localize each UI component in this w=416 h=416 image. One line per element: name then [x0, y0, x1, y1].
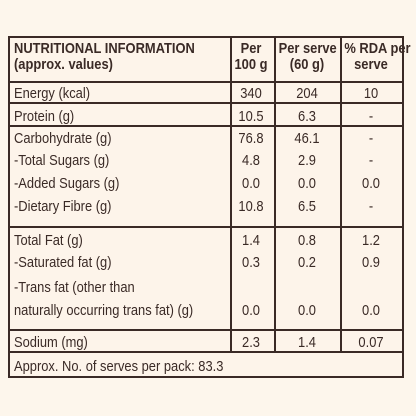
row-label: Sodium (mg): [14, 334, 88, 351]
row-label: Protein (g): [14, 108, 75, 125]
row-rda-value: -: [368, 152, 374, 169]
row-label: Total Fat (g): [14, 232, 83, 249]
rule-col-1: [230, 38, 232, 351]
row-rda-value: 0.0: [362, 302, 380, 319]
row-label: -Trans fat (other than: [14, 279, 135, 296]
serves-per-pack: Approx. No. of serves per pack: 83.3: [14, 358, 224, 375]
rule-energy: [10, 102, 402, 104]
row-per100-value: 0.3: [242, 254, 260, 271]
col-rda-line1: % RDA per: [344, 40, 411, 57]
row-perserve-value: 1.4: [298, 334, 316, 351]
rule-sodium: [10, 351, 402, 353]
row-perserve-value: 0.0: [298, 175, 316, 192]
rule-col-3: [340, 38, 342, 351]
row-perserve-value: 46.1: [294, 130, 320, 147]
row-perserve-value: 6.5: [298, 198, 316, 215]
row-perserve-value: 0.0: [298, 302, 316, 319]
col-perserve-line1: Per serve: [278, 40, 337, 57]
row-perserve-value: 204: [296, 85, 318, 102]
col-perserve-line2: (60 g): [289, 56, 325, 73]
row-rda-value: -: [368, 198, 374, 215]
row-rda-value: 1.2: [362, 232, 380, 249]
row-per100-value: 340: [240, 85, 262, 102]
row-rda-value: 10: [363, 85, 379, 102]
row-per100-value: 1.4: [242, 232, 260, 249]
row-per100-value: 10.8: [238, 198, 264, 215]
rule-header: [10, 81, 402, 83]
row-rda-value: 0.0: [362, 175, 380, 192]
row-per100-value: 10.5: [238, 108, 264, 125]
row-label: -Dietary Fibre (g): [14, 198, 112, 215]
row-label: Carbohydrate (g): [14, 130, 112, 147]
row-perserve-value: 6.3: [298, 108, 316, 125]
col-per100-line2: 100 g: [234, 56, 268, 73]
row-label: -Saturated fat (g): [14, 254, 112, 271]
col-per100-line1: Per: [240, 40, 262, 57]
rule-protein: [10, 125, 402, 127]
row-per100-value: 0.0: [242, 302, 260, 319]
row-perserve-value: 0.8: [298, 232, 316, 249]
rule-col-2: [274, 38, 276, 351]
row-perserve-value: 2.9: [298, 152, 316, 169]
row-rda-value: -: [368, 108, 374, 125]
row-rda-value: 0.9: [362, 254, 380, 271]
row-label: -Total Sugars (g): [14, 152, 110, 169]
row-per100-value: 0.0: [242, 175, 260, 192]
table-title: NUTRITIONAL INFORMATION: [14, 40, 195, 57]
rule-fat: [10, 329, 402, 331]
col-rda-line2: serve: [354, 56, 388, 73]
row-label: Energy (kcal): [14, 85, 90, 102]
row-per100-value: 76.8: [238, 130, 264, 147]
table-subtitle: (approx. values): [14, 56, 113, 73]
row-label: naturally occurring trans fat) (g): [14, 302, 194, 319]
row-label: -Added Sugars (g): [14, 175, 120, 192]
row-per100-value: 2.3: [242, 334, 260, 351]
rule-carbohydrate: [10, 226, 402, 228]
row-rda-value: 0.07: [358, 334, 384, 351]
nutrition-table: NUTRITIONAL INFORMATION (approx. values)…: [8, 36, 411, 378]
row-per100-value: 4.8: [242, 152, 260, 169]
row-rda-value: -: [368, 130, 374, 147]
row-perserve-value: 0.2: [298, 254, 316, 271]
